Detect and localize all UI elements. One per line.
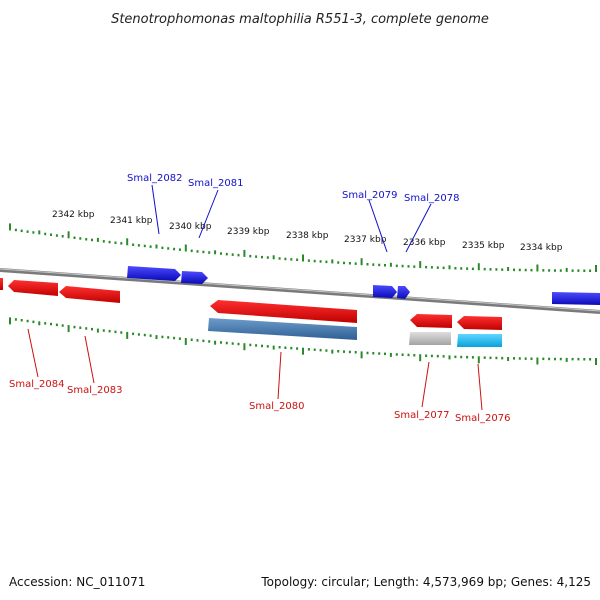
forward-strand-genes <box>127 266 600 305</box>
kbp-label: 2334 kbp <box>520 243 563 253</box>
leader-line <box>198 189 219 239</box>
leader-line <box>421 361 430 408</box>
genome-info-text: Topology: circular; Length: 4,573,969 bp… <box>260 575 591 589</box>
feature-gray[interactable] <box>409 332 451 345</box>
kbp-label: 2338 kbp <box>286 231 329 241</box>
gene-label-smal-2082[interactable]: Smal_2082 <box>127 173 182 184</box>
leader-line <box>368 199 388 253</box>
gene-smal-2084[interactable] <box>8 280 58 296</box>
kbp-label: 2339 kbp <box>227 227 270 237</box>
gene-label-smal-2084[interactable]: Smal_2084 <box>9 379 64 390</box>
leader-line <box>405 203 432 253</box>
leader-line <box>151 184 160 235</box>
genome-backbone-highlight <box>0 268 600 312</box>
gene-label-smal-2079[interactable]: Smal_2079 <box>342 190 397 201</box>
kbp-label: 2340 kbp <box>169 222 212 232</box>
accession-text: Accession: NC_011071 <box>9 575 145 589</box>
gene-label-smal-2081[interactable]: Smal_2081 <box>188 178 243 189</box>
gene-label-smal-2077[interactable]: Smal_2077 <box>394 410 449 421</box>
leader-line <box>27 328 39 378</box>
reverse-strand-genes <box>0 278 502 330</box>
kbp-labels: 2342 kbp 2341 kbp 2340 kbp 2339 kbp 2338… <box>52 210 563 253</box>
leader-line <box>277 351 282 400</box>
kbp-label: 2342 kbp <box>52 210 95 220</box>
kbp-label: 2336 kbp <box>403 238 446 248</box>
gene-smal-2083[interactable] <box>59 286 120 303</box>
feature-track <box>208 318 502 347</box>
kbp-label: 2337 kbp <box>344 235 387 245</box>
gene-left-edge[interactable] <box>0 278 3 290</box>
gene-right-edge[interactable] <box>552 292 600 305</box>
feature-cyan[interactable] <box>457 334 502 347</box>
upper-tick-ring <box>9 223 597 272</box>
gene-label-smal-2078[interactable]: Smal_2078 <box>404 193 459 204</box>
gene-smal-2076[interactable] <box>457 316 502 330</box>
gene-smal-2077[interactable] <box>410 314 452 328</box>
forward-gene-labels: Smal_2082 Smal_2081 Smal_2079 Smal_2078 <box>127 173 459 253</box>
reverse-gene-labels: Smal_2084 Smal_2083 Smal_2080 Smal_2077 … <box>9 328 510 424</box>
gene-smal-2081[interactable] <box>181 271 208 284</box>
gene-smal-2079[interactable] <box>373 285 397 298</box>
gene-label-smal-2083[interactable]: Smal_2083 <box>67 385 122 396</box>
gene-smal-2078[interactable] <box>397 286 410 299</box>
gene-smal-2082[interactable] <box>127 266 181 281</box>
lower-tick-ring <box>9 317 597 365</box>
map-title: Stenotrophomonas maltophilia R551-3, com… <box>111 12 489 27</box>
kbp-label: 2335 kbp <box>462 241 505 251</box>
gene-label-smal-2080[interactable]: Smal_2080 <box>249 401 304 412</box>
gene-label-smal-2076[interactable]: Smal_2076 <box>455 413 510 424</box>
gene-smal-2080[interactable] <box>210 300 357 323</box>
leader-line <box>477 363 483 411</box>
leader-line <box>84 335 95 384</box>
kbp-label: 2341 kbp <box>110 216 153 226</box>
feature-steel[interactable] <box>208 318 357 340</box>
